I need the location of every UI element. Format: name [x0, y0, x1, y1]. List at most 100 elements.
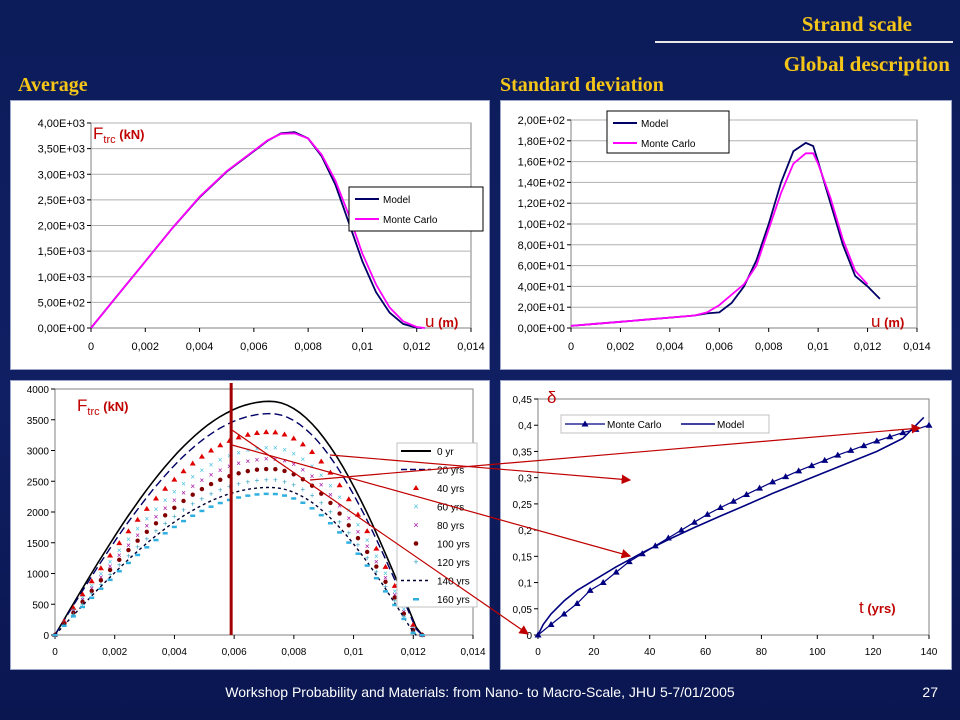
y-axis-label-unit: (kN)	[116, 127, 145, 142]
data-marker: ×	[374, 558, 379, 567]
average-chart-panel: 0,00E+00 5,00E+02 1,00E+03 1,50E+03 2,00E+03…	[10, 100, 490, 370]
data-marker	[70, 604, 77, 610]
legend-label: 20 yrs	[437, 466, 464, 477]
legend-label: Model	[717, 420, 744, 431]
x-axis-label: u (m)	[425, 312, 458, 331]
data-marker	[263, 429, 270, 435]
y-tick-label: 1,40E+02	[518, 177, 565, 189]
y-axis-label-main: F	[77, 396, 87, 415]
stddev-chart-panel: 0,00E+00 2,00E+01 4,00E+01 6,00E+01 8,00E+01…	[500, 100, 952, 370]
data-marker: ×	[310, 472, 315, 481]
y-axis-label: δ	[547, 388, 556, 407]
data-marker: ×	[227, 462, 232, 471]
x-tick-label: 0,002	[132, 341, 160, 353]
data-marker	[336, 482, 343, 488]
data-marker	[401, 617, 407, 621]
data-marker	[391, 582, 398, 588]
data-marker	[80, 605, 86, 609]
data-marker	[300, 501, 306, 505]
data-marker: +	[144, 534, 149, 543]
data-marker: ×	[154, 505, 159, 514]
y-tick-label: 6,00E+01	[518, 261, 565, 273]
data-marker	[364, 549, 370, 555]
data-marker: +	[273, 476, 278, 485]
data-marker	[61, 624, 67, 628]
data-marker	[244, 431, 251, 437]
aging-chart: 0 500 1000 1500 2000 2500 3000 3500 4000 0 0,002 0,…	[27, 383, 486, 658]
y-tick-label: 0,15	[513, 552, 533, 563]
data-marker: ×	[392, 590, 397, 599]
legend-label: 60 yrs	[437, 503, 464, 514]
x-tick-label: 0,014	[460, 647, 485, 658]
x-tick-label: 0	[568, 341, 574, 353]
data-marker	[899, 429, 907, 436]
data-marker	[272, 429, 279, 435]
data-marker	[208, 447, 215, 453]
legend-label: 100 yrs	[437, 540, 470, 551]
x-tick-label: 0,01	[344, 647, 364, 658]
data-marker	[419, 634, 425, 637]
x-axis-label-main: t	[859, 598, 864, 617]
data-marker: +	[245, 477, 250, 486]
data-marker	[162, 532, 168, 535]
data-marker: ×	[291, 460, 296, 469]
x-tick-label: 0,006	[240, 341, 268, 353]
data-marker	[88, 578, 95, 584]
data-marker	[730, 497, 737, 504]
x-tick-label: 0,002	[102, 647, 127, 658]
y-tick-label: 3500	[27, 416, 50, 427]
data-marker	[925, 421, 933, 428]
data-marker	[98, 578, 104, 583]
data-marker	[328, 500, 333, 506]
data-marker	[153, 521, 159, 526]
data-marker: +	[383, 582, 388, 591]
data-marker	[189, 460, 196, 466]
data-marker: ×	[200, 466, 205, 475]
data-marker: +	[99, 580, 104, 589]
data-marker: +	[310, 491, 315, 500]
data-marker	[290, 435, 297, 441]
data-marker: ×	[402, 605, 407, 614]
x-tick-label: 0,008	[281, 647, 306, 658]
data-marker: ×	[144, 514, 149, 523]
legend-swatch: +	[413, 557, 418, 567]
y-axis-label-unit: (kN)	[100, 399, 129, 414]
y-tick-label: 1,50E+03	[38, 246, 85, 258]
data-marker: +	[135, 543, 140, 552]
legend-label: Monte Carlo	[641, 139, 696, 150]
data-marker	[245, 494, 251, 497]
data-marker	[364, 528, 371, 534]
data-marker	[795, 467, 803, 474]
data-marker	[144, 546, 150, 549]
y-tick-label: 1,80E+02	[518, 136, 565, 148]
connector-arrow	[231, 429, 529, 635]
y-tick-label: 0,2	[518, 526, 532, 537]
legend-swatch	[581, 420, 589, 427]
data-marker	[534, 631, 542, 638]
data-marker: ×	[236, 459, 241, 468]
connector-arrow	[329, 454, 632, 485]
data-marker	[208, 481, 214, 487]
data-marker: +	[392, 597, 397, 606]
data-marker: ×	[126, 541, 131, 550]
data-marker	[309, 507, 315, 510]
data-marker: ×	[190, 482, 195, 491]
legend-swatch	[413, 598, 419, 601]
data-marker: ×	[154, 512, 159, 521]
data-marker: ×	[172, 496, 177, 505]
data-marker: ×	[328, 490, 333, 499]
legend-box	[348, 186, 484, 232]
y-tick-label: 1,60E+02	[518, 157, 565, 169]
y-tick-label: 0,3	[518, 474, 532, 485]
y-tick-label: 0,1	[518, 579, 532, 590]
data-marker: ×	[245, 446, 250, 455]
y-tick-label: 500	[32, 600, 49, 611]
x-tick-label: 0,01	[352, 341, 373, 353]
y-tick-label: 0	[43, 631, 49, 642]
series-line-0-yr	[54, 400, 423, 636]
data-marker	[235, 434, 242, 440]
y-tick-label: 4000	[27, 385, 50, 396]
data-marker	[782, 473, 790, 480]
connector-arrow	[231, 444, 632, 559]
data-marker	[126, 547, 131, 553]
